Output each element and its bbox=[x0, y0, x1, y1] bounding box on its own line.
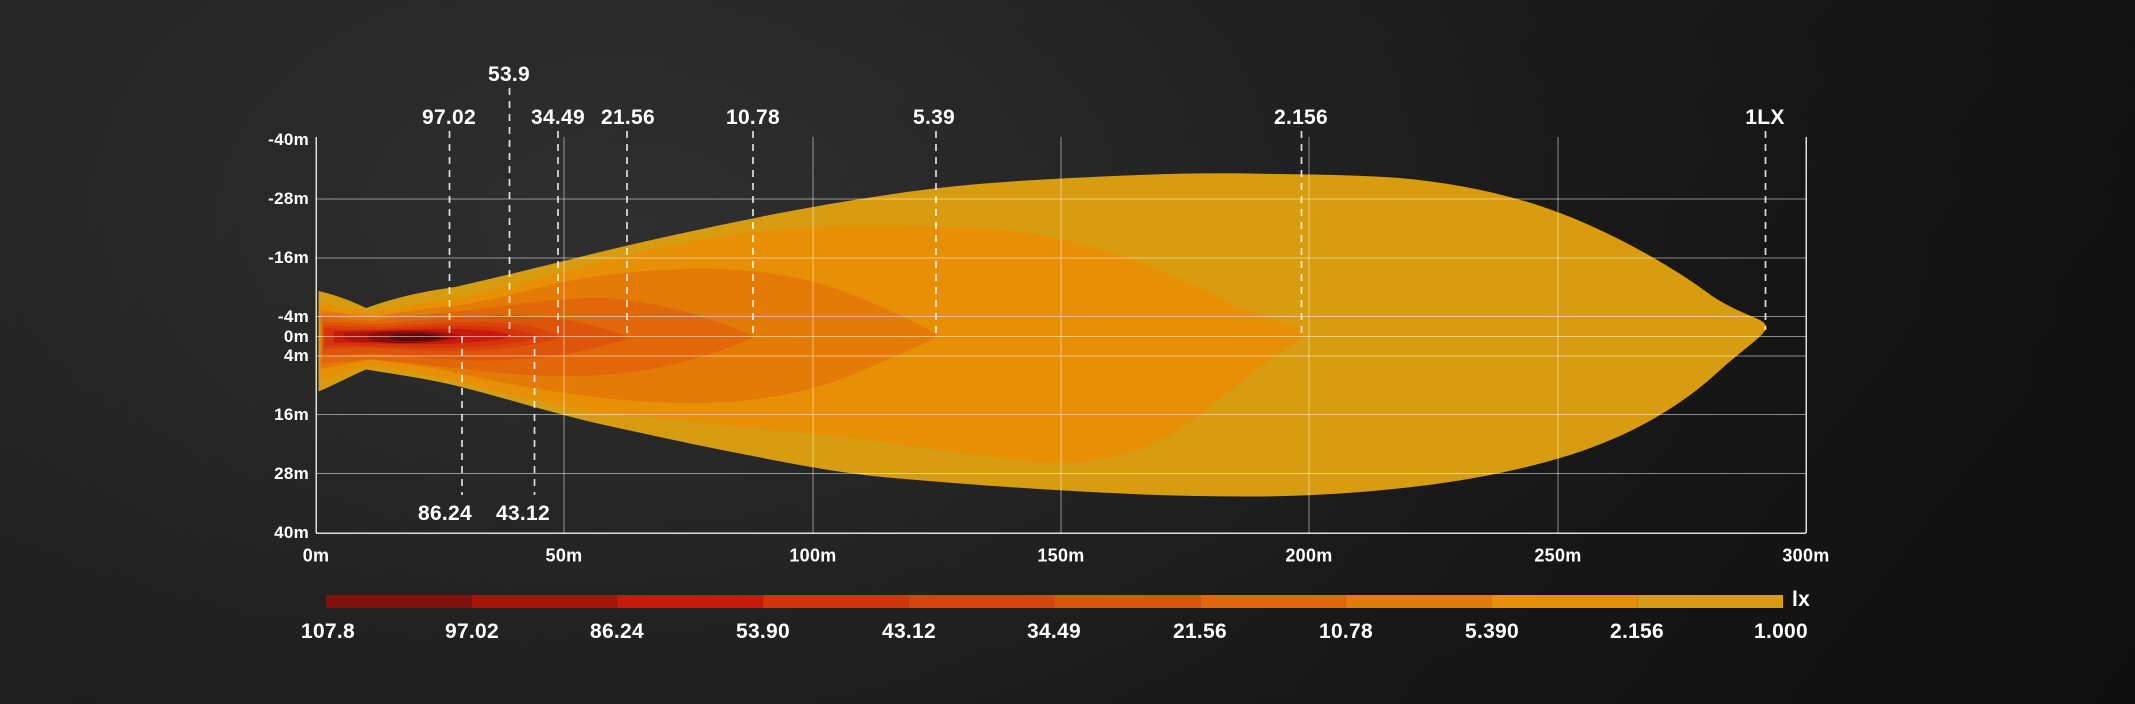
x-axis-tick-label: 150m bbox=[1037, 545, 1085, 566]
colorbar-segment bbox=[1345, 595, 1492, 608]
x-axis-tick-label: 250m bbox=[1534, 545, 1582, 566]
x-axis-tick-label: 100m bbox=[789, 545, 837, 566]
isoline-label: 1LX bbox=[1745, 106, 1785, 129]
x-axis-tick-label: 0m bbox=[302, 545, 330, 566]
contour-region-hotspot-core bbox=[389, 333, 440, 342]
colorbar-tick-label: 53.90 bbox=[735, 620, 791, 643]
x-axis-tick-label: 200m bbox=[1285, 545, 1333, 566]
colorbar-segment bbox=[1637, 595, 1783, 608]
colorbar-tick-label: 2.156 bbox=[1609, 620, 1665, 643]
isoline-label: 97.02 bbox=[421, 106, 477, 129]
y-axis-tick-label: -4m bbox=[277, 306, 309, 326]
isoline-label: 10.78 bbox=[725, 106, 781, 129]
colorbar-segment bbox=[471, 595, 618, 608]
axis-lines bbox=[315, 137, 1807, 534]
x-axis-tick-label: 300m bbox=[1782, 545, 1830, 566]
colorbar-tick-label: 34.49 bbox=[1026, 620, 1082, 643]
y-axis-tick-label: 28m bbox=[274, 463, 309, 483]
colorbar-tick-label: 21.56 bbox=[1172, 620, 1228, 643]
y-axis-tick-label: -40m bbox=[268, 130, 309, 149]
isoline-label: 5.39 bbox=[912, 106, 956, 129]
isoline-label: 53.9 bbox=[487, 63, 531, 86]
isoline-label: 34.49 bbox=[530, 106, 586, 129]
colorbar-tick-label: 97.02 bbox=[444, 620, 500, 643]
y-axis-tick-label: 0m bbox=[283, 326, 309, 346]
y-axis-tick-label: 40m bbox=[274, 523, 309, 542]
colorbar-segment bbox=[1054, 595, 1201, 608]
colorbar-tick-label: 1.000 bbox=[1753, 620, 1809, 643]
grid-lines bbox=[316, 137, 1806, 533]
colorbar-segment bbox=[1200, 595, 1346, 608]
colorbar-segment bbox=[763, 595, 909, 608]
y-axis-tick-label: -28m bbox=[268, 189, 309, 208]
isoline-label: 21.56 bbox=[600, 106, 656, 129]
colorbar-segment bbox=[326, 595, 472, 608]
y-axis-tick-label: 4m bbox=[283, 346, 309, 365]
isoline-label: 43.12 bbox=[495, 502, 551, 525]
colorbar-tick-label: 86.24 bbox=[589, 620, 645, 643]
x-axis-tick-label: 50m bbox=[545, 545, 583, 566]
y-axis-tick-label: -16m bbox=[268, 248, 309, 267]
isoline-label: 86.24 bbox=[417, 502, 473, 525]
colorbar bbox=[326, 595, 1783, 608]
colorbar-segment bbox=[908, 595, 1055, 608]
isoline-reach-markers bbox=[448, 88, 1767, 495]
beam-contour-regions bbox=[318, 173, 1767, 497]
colorbar-segment bbox=[617, 595, 764, 608]
colorbar-tick-label: 5.390 bbox=[1464, 620, 1520, 643]
colorbar-unit-label: lx bbox=[1792, 588, 1811, 611]
colorbar-tick-label: 10.78 bbox=[1318, 620, 1374, 643]
isoline-label: 2.156 bbox=[1273, 106, 1329, 129]
colorbar-tick-label: 43.12 bbox=[881, 620, 937, 643]
colorbar-segment bbox=[1491, 595, 1638, 608]
y-axis-tick-label: 16m bbox=[274, 404, 309, 424]
colorbar-tick-label: 107.8 bbox=[300, 620, 356, 643]
